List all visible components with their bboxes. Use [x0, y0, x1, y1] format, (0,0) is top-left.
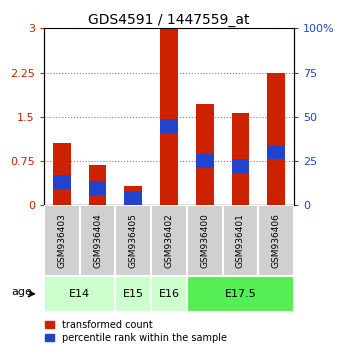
Bar [115, 276, 151, 312]
Bar [160, 28, 178, 205]
Bar [124, 187, 142, 205]
Text: GSM936406: GSM936406 [272, 213, 281, 268]
Bar [267, 73, 285, 205]
Bar [89, 165, 106, 205]
Bar [115, 205, 151, 276]
Bar [232, 113, 249, 205]
Text: E14: E14 [69, 289, 90, 299]
Bar [196, 154, 214, 168]
Bar [223, 205, 258, 276]
Bar [258, 205, 294, 276]
Bar [267, 145, 285, 159]
Text: GSM936404: GSM936404 [93, 213, 102, 268]
Text: age: age [11, 287, 32, 297]
Text: GSM936405: GSM936405 [129, 213, 138, 268]
Bar [232, 159, 249, 173]
Text: GSM936401: GSM936401 [236, 213, 245, 268]
Text: E17.5: E17.5 [224, 289, 256, 299]
Bar [124, 191, 142, 205]
Bar [80, 205, 115, 276]
Legend: transformed count, percentile rank within the sample: transformed count, percentile rank withi… [45, 320, 227, 343]
Bar [160, 119, 178, 133]
Text: E16: E16 [159, 289, 179, 299]
Title: GDS4591 / 1447559_at: GDS4591 / 1447559_at [88, 13, 250, 27]
Bar [151, 276, 187, 312]
Bar [89, 181, 106, 195]
Text: E15: E15 [123, 289, 144, 299]
Bar [187, 205, 223, 276]
Bar [187, 276, 294, 312]
Text: GSM936400: GSM936400 [200, 213, 209, 268]
Bar [44, 205, 80, 276]
Bar [151, 205, 187, 276]
Text: GSM936403: GSM936403 [57, 213, 66, 268]
Bar [196, 104, 214, 205]
Text: GSM936402: GSM936402 [165, 213, 173, 268]
Bar [44, 276, 115, 312]
Bar [53, 175, 71, 189]
Bar [53, 143, 71, 205]
